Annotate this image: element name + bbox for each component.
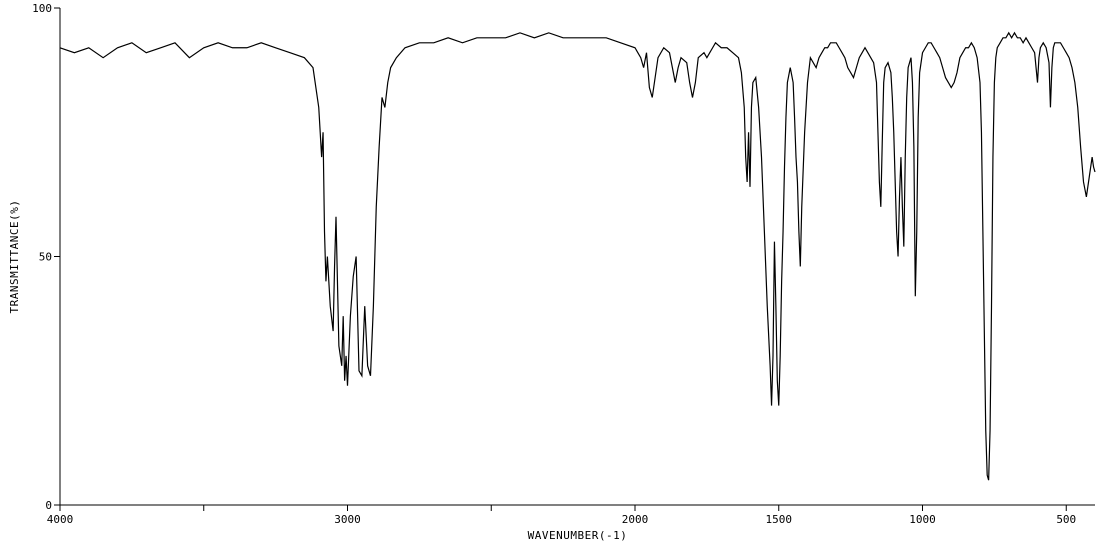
x-tick-label: 4000 — [47, 513, 74, 526]
x-tick-label: 500 — [1056, 513, 1076, 526]
y-axis-label: TRANSMITTANCE(%) — [8, 200, 21, 314]
x-tick-label: 2000 — [622, 513, 649, 526]
x-tick-label: 1000 — [909, 513, 936, 526]
x-axis-label: WAVENUMBER(-1) — [528, 529, 628, 542]
y-tick-label: 0 — [45, 499, 52, 512]
y-tick-label: 100 — [32, 2, 52, 15]
ir-spectrum-chart: 0 50 100 4000 3000 2000 1500 1000 500 TRANSMITTAN… — [0, 0, 1118, 550]
chart-svg: 0 50 100 4000 3000 2000 1500 1000 500 TRANSMITTAN… — [0, 0, 1118, 550]
x-tick-label: 1500 — [766, 513, 793, 526]
x-tick-label: 3000 — [334, 513, 361, 526]
y-tick-label: 50 — [39, 251, 52, 264]
spectrum-trace — [60, 33, 1095, 480]
